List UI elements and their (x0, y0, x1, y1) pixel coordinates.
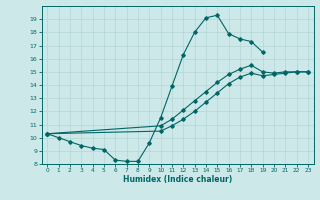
X-axis label: Humidex (Indice chaleur): Humidex (Indice chaleur) (123, 175, 232, 184)
